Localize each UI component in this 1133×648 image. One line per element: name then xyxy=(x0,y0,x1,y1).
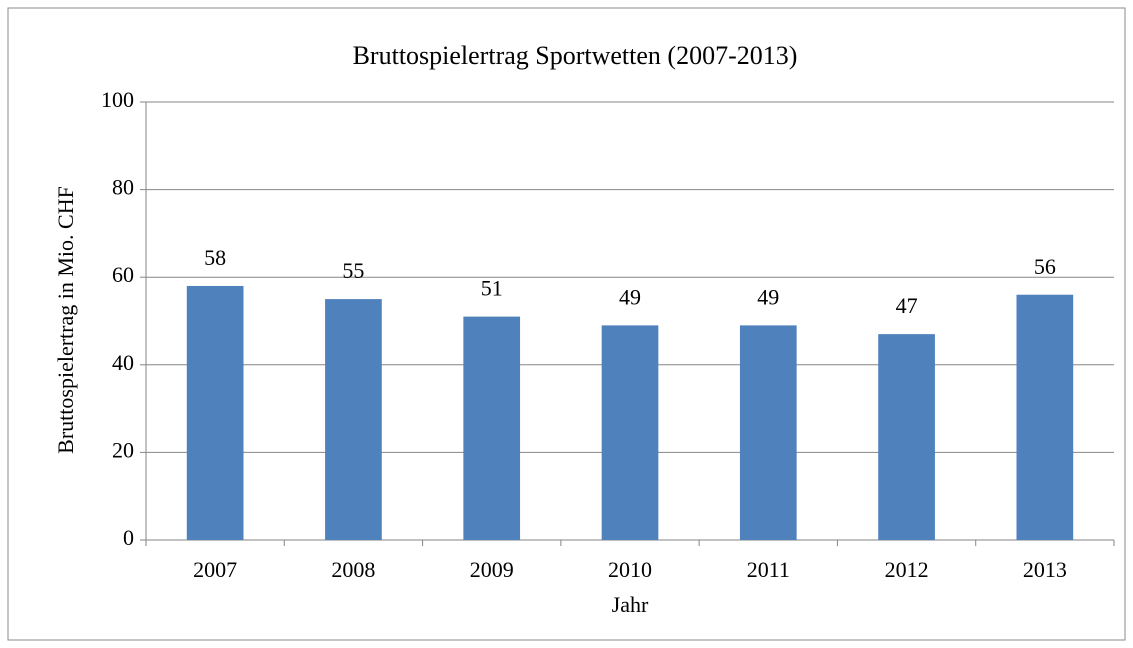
x-tick-label: 2011 xyxy=(747,557,790,582)
bar xyxy=(186,285,244,540)
bar xyxy=(463,316,521,540)
x-axis-title: Jahr xyxy=(612,592,649,617)
bar xyxy=(601,325,659,540)
data-label: 49 xyxy=(619,284,641,309)
y-tick-label: 100 xyxy=(101,87,134,112)
bar xyxy=(739,325,797,540)
x-tick-label: 2009 xyxy=(470,557,514,582)
bar xyxy=(325,299,382,540)
bar xyxy=(878,334,935,540)
data-label: 47 xyxy=(896,293,918,318)
x-tick-label: 2010 xyxy=(608,557,652,582)
chart-title: Bruttospielertrag Sportwetten (2007-2013… xyxy=(353,41,798,70)
x-tick-label: 2008 xyxy=(331,557,375,582)
data-label: 55 xyxy=(342,258,364,283)
x-tick-label: 2013 xyxy=(1023,557,1067,582)
y-tick-label: 20 xyxy=(112,437,134,462)
y-tick-label: 0 xyxy=(123,525,134,550)
y-axis-title: Bruttospielertrag in Mio. CHF xyxy=(53,186,78,454)
bar xyxy=(1016,294,1074,540)
y-tick-label: 80 xyxy=(112,175,134,200)
y-tick-label: 60 xyxy=(112,262,134,287)
x-tick-label: 2007 xyxy=(193,557,237,582)
data-label: 58 xyxy=(204,245,226,270)
data-label: 49 xyxy=(757,284,779,309)
data-label: 51 xyxy=(481,276,503,301)
chart-border xyxy=(7,7,1126,641)
y-tick-label: 40 xyxy=(112,350,134,375)
data-label: 56 xyxy=(1034,254,1056,279)
x-tick-label: 2012 xyxy=(885,557,929,582)
